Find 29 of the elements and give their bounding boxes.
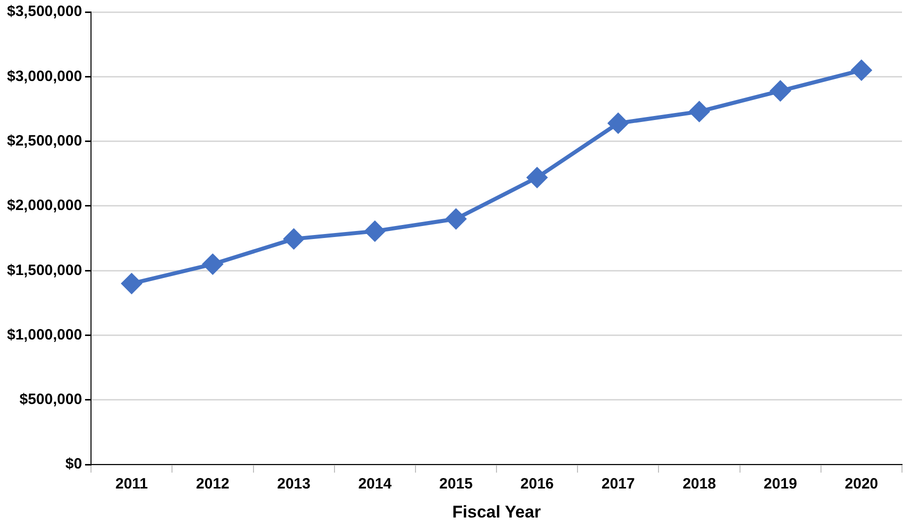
x-tick-label: 2011 [115,476,148,493]
y-tick-label: $3,500,000 [6,3,82,20]
point [770,80,790,101]
point [122,274,142,294]
point [851,60,872,80]
y-tick-label: $1,500,000 [6,262,82,279]
y-tick-label: $0 [65,456,82,473]
point [608,113,628,134]
y-tick-label: $2,500,000 [6,132,82,150]
x-tick-label: 2013 [277,476,310,493]
point [689,102,710,122]
x-tick-label: 2017 [601,476,635,493]
y-tick-label: $1,000,000 [6,326,82,344]
point [364,221,385,242]
x-tick-label: 2016 [520,476,554,493]
point [202,254,223,274]
x-tick-label: 2020 [844,476,878,493]
y-tick-label: $2,000,000 [6,197,82,214]
y-tick-label: $500,000 [19,391,82,408]
point [527,168,548,188]
point [446,208,466,229]
x-tick-label: 2015 [439,476,473,493]
x-axis-title: Fiscal Year [452,502,542,522]
x-tick-label: 2018 [682,476,716,493]
x-tick-label: 2014 [358,476,392,493]
point [284,228,304,249]
y-tick-label: $3,000,000 [6,68,82,85]
x-tick-label: 2012 [196,476,230,493]
x-tick-label: 2019 [764,476,798,493]
